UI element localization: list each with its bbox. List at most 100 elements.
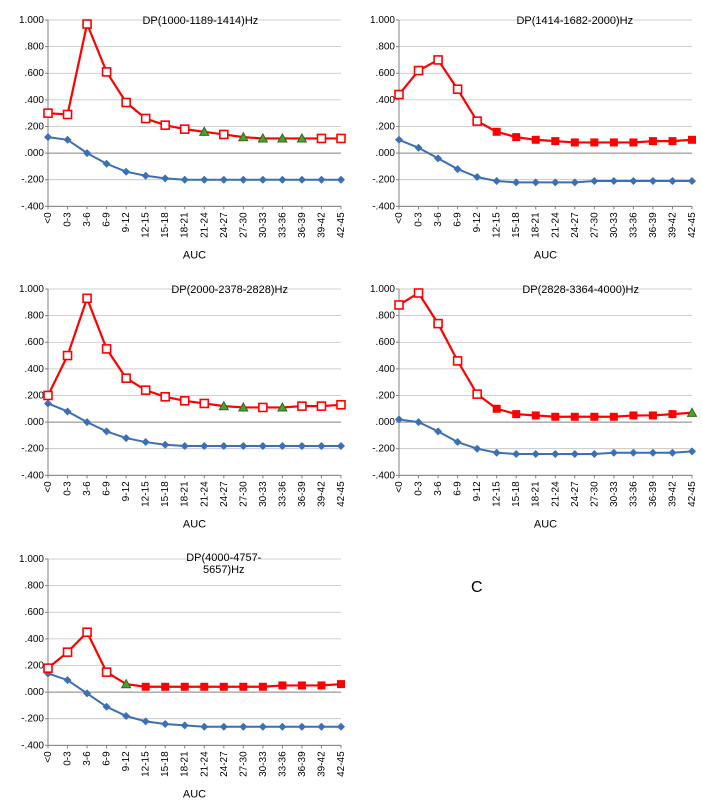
x-tick-label: 9-12 [121,212,132,232]
x-axis-label: AUC [183,788,206,800]
y-tick-label: 1.000 [370,15,395,26]
x-tick-label: 27-30 [589,481,600,507]
grid-cell: -.400-.200.000.200.400.600.8001.000<00-3… [351,269,702,538]
x-tick-label: 27-30 [238,212,249,238]
x-tick-label: 42-45 [336,212,347,238]
chart: -.400-.200.000.200.400.600.8001.000<00-3… [0,269,351,533]
y-tick-label: .800 [25,42,45,53]
x-tick-label: 33-36 [277,212,288,238]
x-tick-label: 9-12 [472,481,483,501]
y-tick-label: -.200 [372,444,395,455]
x-tick-label: 21-24 [199,212,210,238]
x-tick-label: 30-33 [258,212,269,238]
x-tick-label: 0-3 [414,212,425,227]
x-axis-label: AUC [183,249,206,261]
x-tick-label: 12-15 [141,481,152,507]
y-tick-label: .400 [376,364,396,375]
x-axis-label: AUC [183,519,206,531]
x-tick-label: 18-21 [180,751,191,777]
y-tick-label: .400 [25,364,45,375]
chart: -.400-.200.000.200.400.600.8001.000<00-3… [0,539,351,803]
x-tick-label: 21-24 [199,481,210,507]
x-tick-label: 18-21 [531,481,542,507]
y-tick-label: .200 [376,121,396,132]
x-tick-label: 21-24 [550,481,561,507]
y-tick-label: 1.000 [370,284,395,295]
x-tick-label: 24-27 [219,481,230,507]
x-tick-label: 33-36 [628,212,639,238]
x-tick-label: 39-42 [316,481,327,507]
x-tick-label: 30-33 [609,212,620,238]
x-tick-label: 3-6 [82,481,93,496]
x-tick-label: 3-6 [433,481,444,496]
x-tick-label: <0 [43,751,54,763]
x-tick-label: 18-21 [180,481,191,507]
x-tick-label: 36-39 [648,212,659,238]
y-tick-label: -.400 [21,201,44,212]
x-tick-label: 24-27 [219,751,230,777]
x-tick-label: 3-6 [82,751,93,766]
x-tick-label: 15-18 [160,751,171,777]
x-tick-label: 12-15 [141,212,152,238]
grid-cell: -.400-.200.000.200.400.600.8001.000<00-3… [0,269,351,538]
x-tick-label: <0 [394,212,405,224]
blue-series-line [399,140,692,183]
y-tick-label: .800 [25,580,45,591]
x-tick-label: 33-36 [628,481,639,507]
chart: -.400-.200.000.200.400.600.8001.000<00-3… [351,269,702,533]
y-tick-label: .800 [376,42,396,53]
x-tick-label: 21-24 [199,751,210,777]
y-tick-label: -.200 [21,713,44,724]
x-tick-label: 3-6 [433,212,444,227]
red-series-line [399,293,692,417]
y-tick-label: .400 [376,95,396,106]
x-tick-label: 0-3 [63,481,74,496]
chart: -.400-.200.000.200.400.600.8001.000<00-3… [351,0,702,264]
x-tick-label: 42-45 [687,481,698,507]
chart-grid: -.400 -.200 .000 .200 .400 .600 .800 1.000 <0 0-3… [0,0,702,793]
x-tick-label: 39-42 [667,481,678,507]
y-tick-label: .600 [376,338,396,349]
y-tick-label: .000 [376,417,396,428]
y-tick-label: .600 [376,68,396,79]
y-tick-label: .000 [376,148,396,159]
y-tick-label: -.200 [21,444,44,455]
x-tick-label: 24-27 [570,481,581,507]
y-tick-label: -.400 [372,201,395,212]
y-tick-label: .600 [25,607,45,618]
x-tick-label: 15-18 [160,481,171,507]
y-tick-label: -.200 [21,175,44,186]
x-tick-label: 30-33 [258,481,269,507]
x-tick-label: 15-18 [511,481,522,507]
y-tick-label: 1.000 [19,284,44,295]
chart-title: DP(1414-1682-2000)Hz [516,15,633,27]
red-series-line [399,60,692,143]
x-tick-label: 12-15 [492,212,503,238]
x-tick-label: 6-9 [453,212,464,227]
chart-title: 5657)Hz [203,564,245,576]
x-tick-label: <0 [394,481,405,493]
x-tick-label: 6-9 [102,481,113,496]
x-tick-label: 0-3 [63,212,74,227]
x-tick-label: 24-27 [570,212,581,238]
x-tick-label: 12-15 [492,481,503,507]
x-tick-label: 42-45 [336,481,347,507]
y-tick-label: .800 [376,311,396,322]
x-tick-label: <0 [43,212,54,224]
x-tick-label: 18-21 [531,212,542,238]
x-tick-label: 12-15 [141,751,152,777]
red-series-line [48,24,341,138]
x-tick-label: 33-36 [277,481,288,507]
y-tick-label: -.400 [21,740,44,751]
x-tick-label: 42-45 [687,212,698,238]
y-tick-label: .000 [25,148,45,159]
x-tick-label: 0-3 [63,751,74,766]
y-tick-label: .200 [376,391,396,402]
chart: -.400-.200.000.200.400.600.8001.000<00-3… [0,0,351,264]
y-tick-label: 1.000 [19,554,44,565]
y-tick-label: .600 [25,338,45,349]
x-tick-label: 6-9 [102,751,113,766]
chart-title: DP(2828-3364-4000)Hz [522,284,639,296]
x-axis-label: AUC [534,519,557,531]
x-tick-label: 36-39 [297,751,308,777]
